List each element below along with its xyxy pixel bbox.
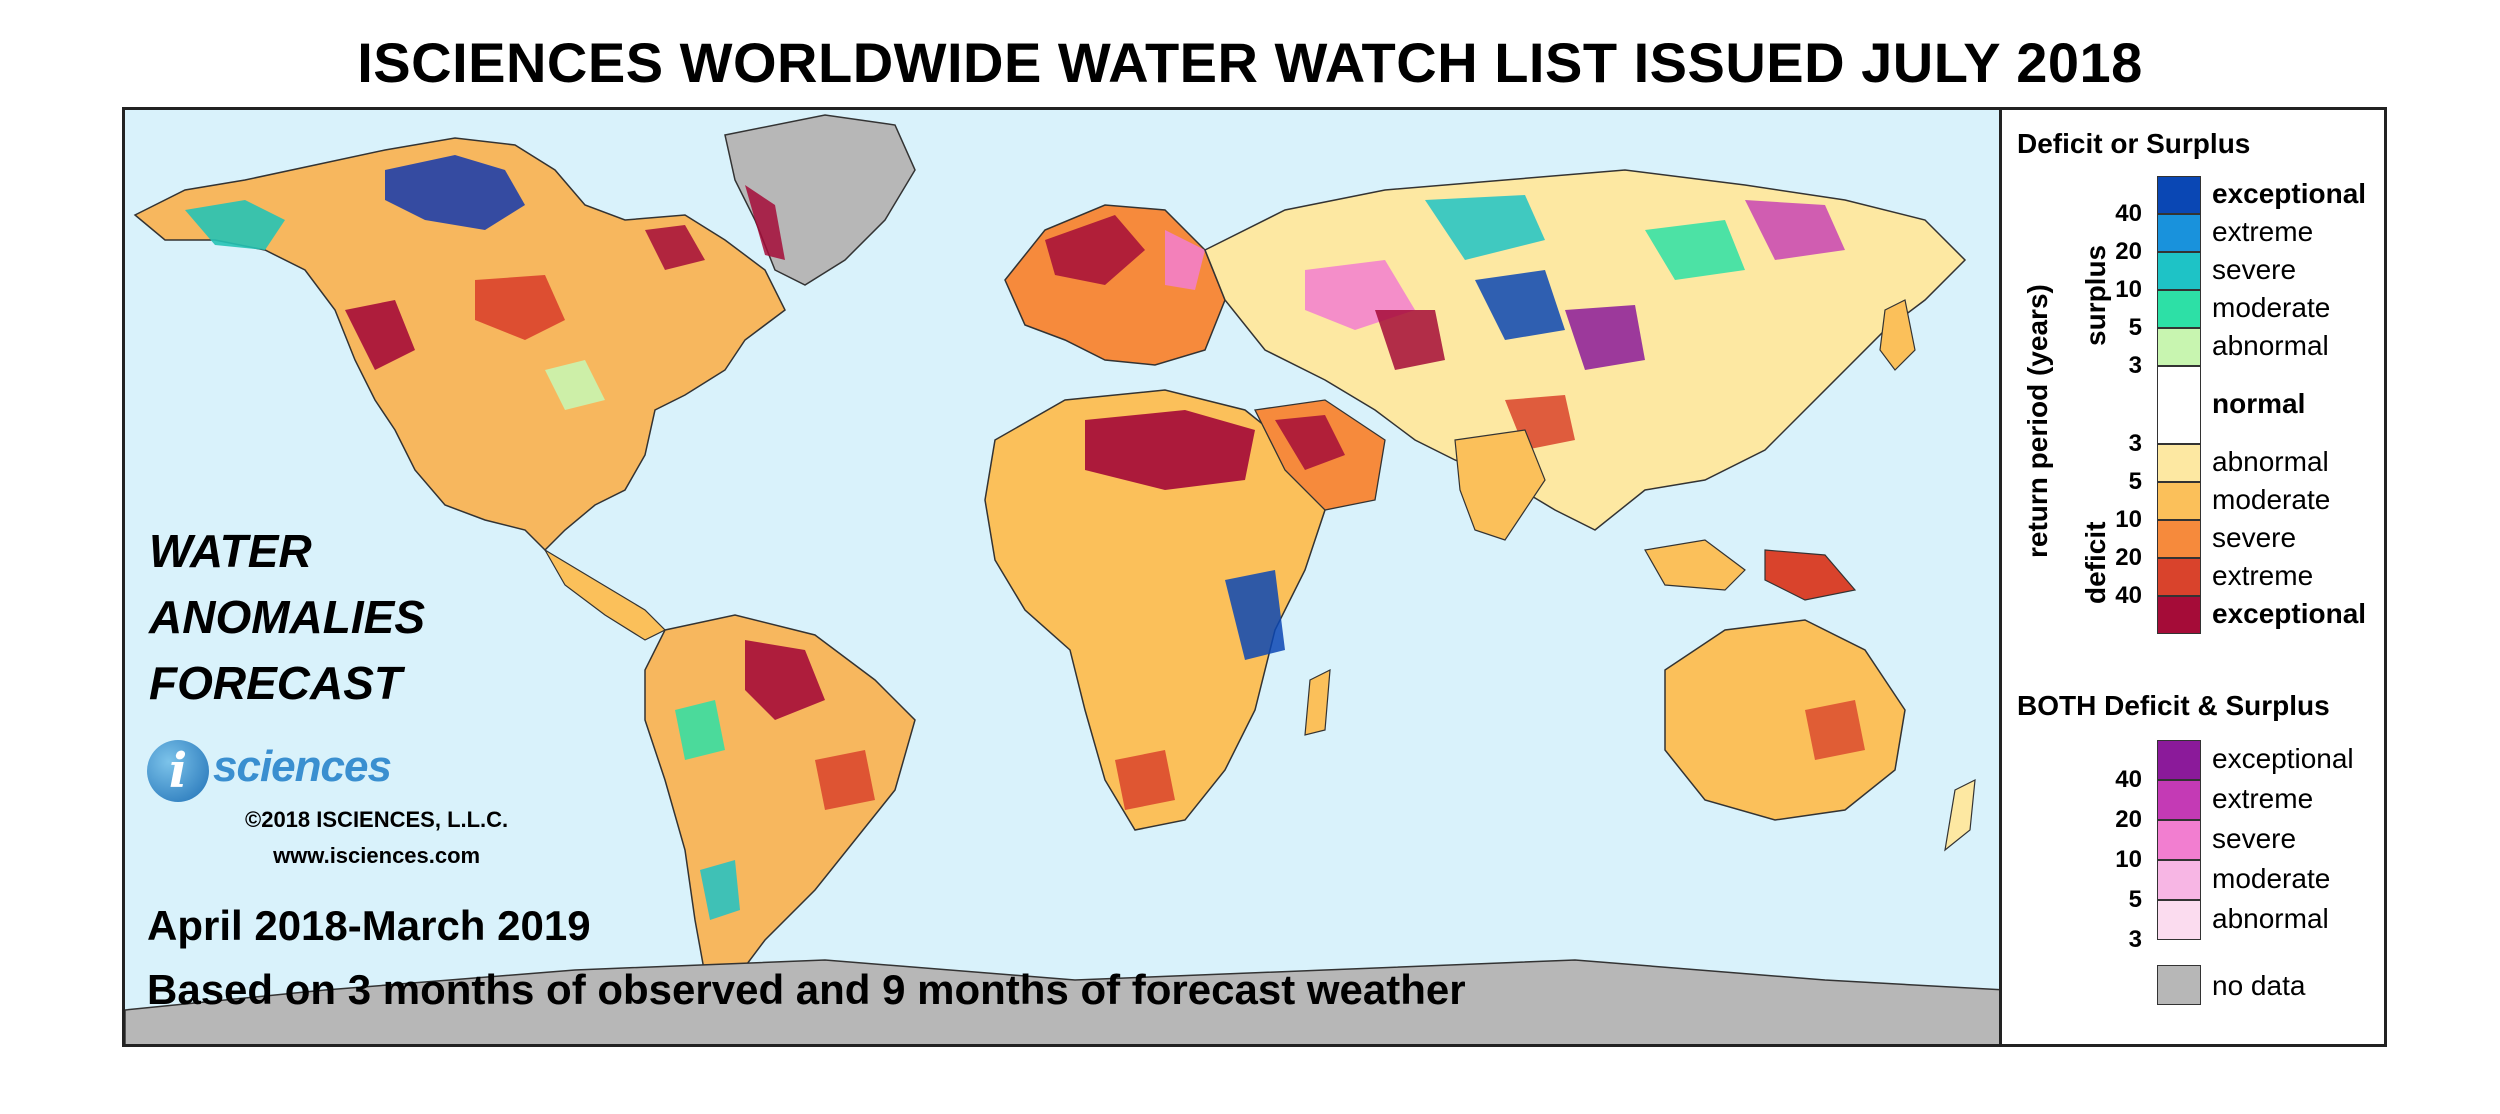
- legend-label-surplus: extreme: [2212, 216, 2314, 247]
- legend-tick-both: 5: [2128, 886, 2142, 913]
- legend-swatch-surplus: [2157, 176, 2201, 214]
- legend-swatch-both: [2157, 780, 2201, 820]
- africa: [984, 389, 1326, 831]
- website: www.isciences.com: [273, 843, 481, 868]
- legend-label-surplus: exceptional: [2212, 178, 2367, 209]
- world-map: WATER ANOMALIES FORECAST i sciences ©201…: [122, 107, 2002, 1047]
- legend-label-both: abnormal: [2212, 903, 2329, 934]
- legend-label-surplus: abnormal: [2212, 330, 2329, 361]
- map-label: WATER ANOMALIES FORECAST: [149, 518, 425, 716]
- legend-label-deficit: moderate: [2212, 484, 2331, 515]
- legend-heading-deficit-surplus: Deficit or Surplus: [2017, 128, 2251, 159]
- legend-label-deficit: exceptional: [2212, 598, 2367, 629]
- copyright: ©2018 ISCIENCES, L.L.C.: [245, 807, 509, 832]
- legend-swatch-deficit: [2157, 596, 2201, 634]
- legend-tick-surplus: 3: [2128, 352, 2142, 379]
- legend-swatch-deficit: [2157, 520, 2201, 558]
- australia: [1664, 619, 1906, 821]
- legend-swatch-both: [2157, 900, 2201, 940]
- legend-swatch-deficit: [2157, 482, 2201, 520]
- legend-label-surplus: moderate: [2212, 292, 2331, 323]
- legend-tick-both: 40: [2115, 766, 2142, 793]
- legend-swatch-both: [2157, 820, 2201, 860]
- legend-axis-label: return period (years): [2022, 284, 2053, 558]
- legend-tick-surplus: 20: [2115, 238, 2142, 265]
- legend-tick-both: 20: [2115, 806, 2142, 833]
- legend: Deficit or Surplus return period (years)…: [2002, 107, 2387, 1047]
- legend-label-both: extreme: [2212, 783, 2314, 814]
- logo-letter: i: [147, 740, 209, 802]
- legend-tick-both: 10: [2115, 846, 2142, 873]
- legend-swatch-surplus: [2157, 290, 2201, 328]
- legend-tick-deficit: 20: [2115, 544, 2142, 571]
- legend-tick-surplus: 40: [2115, 200, 2142, 227]
- legend-swatch-surplus: [2157, 328, 2201, 366]
- legend-label-deficit: abnormal: [2212, 446, 2329, 477]
- legend-tick-surplus: 10: [2115, 276, 2142, 303]
- legend-swatch-surplus: [2157, 252, 2201, 290]
- legend-label-both: moderate: [2212, 863, 2331, 894]
- legend-label-normal: normal: [2212, 388, 2306, 419]
- legend-tick-deficit: 10: [2115, 506, 2142, 533]
- forecast-period: April 2018-March 2019: [147, 902, 591, 949]
- legend-swatch-normal: [2157, 366, 2201, 444]
- copyright-block: ©2018 ISCIENCES, L.L.C. www.isciences.co…: [245, 802, 508, 874]
- legend-tick-both: 3: [2128, 926, 2142, 953]
- legend-label-surplus: severe: [2212, 254, 2297, 285]
- forecast-basis: Based on 3 months of observed and 9 mont…: [147, 966, 1466, 1013]
- legend-swatch-deficit: [2157, 444, 2201, 482]
- legend-swatch-both: [2157, 860, 2201, 900]
- legend-swatch-both: [2157, 740, 2201, 780]
- legend-label-deficit: severe: [2212, 522, 2297, 553]
- legend-tick-surplus: 5: [2128, 314, 2142, 341]
- legend-swatch-deficit: [2157, 558, 2201, 596]
- map-label-line: ANOMALIES: [149, 591, 425, 643]
- legend-label-both: severe: [2212, 823, 2297, 854]
- map-canvas: [125, 114, 1999, 1044]
- north-america: [133, 137, 786, 552]
- legend-label-nodata: no data: [2212, 970, 2306, 1001]
- legend-swatch-surplus: [2157, 214, 2201, 252]
- antarctica: [125, 959, 1999, 1044]
- isciences-logo: i sciences: [147, 740, 407, 810]
- legend-tick-deficit: 40: [2115, 582, 2142, 609]
- legend-label-both: exceptional: [2212, 743, 2354, 774]
- map-label-line: WATER: [149, 525, 312, 577]
- logo-word: sciences: [213, 742, 392, 791]
- legend-swatch-nodata: [2157, 965, 2201, 1005]
- legend-tick-deficit: 5: [2128, 468, 2142, 495]
- legend-heading-both: BOTH Deficit & Surplus: [2017, 690, 2330, 721]
- legend-tick-deficit: 3: [2128, 430, 2142, 457]
- page-title: ISCIENCES WORLDWIDE WATER WATCH LIST ISS…: [357, 31, 2143, 94]
- map-label-line: FORECAST: [149, 657, 402, 709]
- legend-label-deficit: extreme: [2212, 560, 2314, 591]
